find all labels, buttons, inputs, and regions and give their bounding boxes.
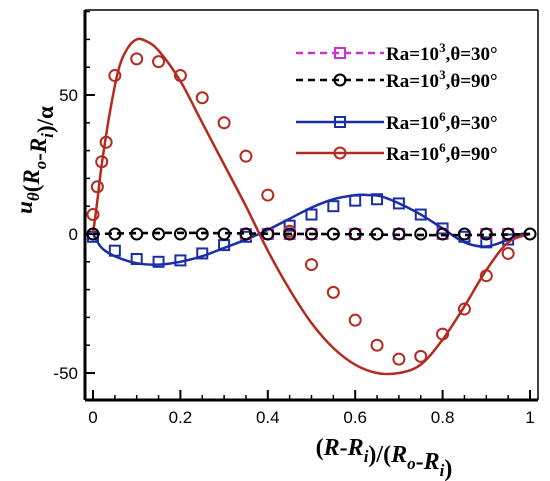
series-3-marker [108,244,121,257]
series-4-marker [414,349,428,363]
series-4-marker [217,116,231,130]
series-3-marker [152,255,165,268]
series-2-marker [479,227,493,241]
series-3-line [91,193,531,266]
series-3-marker [414,208,427,221]
series-4-marker [86,208,100,222]
series-3-marker [392,197,405,210]
legend-label: Ra=106,θ=90° [386,140,498,165]
series-2-marker [217,227,231,241]
series-4-marker [130,52,144,66]
series-2-marker [457,227,471,241]
series-2 [86,227,537,241]
legend-marker [334,47,346,59]
legend-marker [333,146,347,160]
series-3-marker [130,253,143,266]
legend-marker [334,116,346,128]
series-4-line [91,37,531,376]
series-4-marker [173,69,187,83]
series-2-marker [261,227,275,241]
series-3-marker [371,193,384,206]
series-2-marker [436,227,450,241]
series-2-marker [173,227,187,241]
series-2-marker [326,227,340,241]
series-4-marker [195,91,209,105]
series-2-marker [392,227,406,241]
series-2-marker [370,227,384,241]
series-4-marker [479,269,493,283]
series-3-marker [327,200,340,213]
series-2-marker [86,227,100,241]
series-2-line [92,231,531,237]
series-2-marker [283,227,297,241]
x-tick-label: 0.8 [431,408,455,427]
series-4-marker [99,135,113,149]
series-4-marker [370,338,384,352]
series-3-marker [480,236,493,249]
x-tick-label: 0.2 [169,408,193,427]
series-4-marker [239,149,253,163]
series-2-marker [239,227,253,241]
x-tick-label: 1 [525,408,534,427]
x-axis-label: (R-Ri)/(Ro-Ri) [316,435,453,481]
series-4-marker [457,302,471,316]
axis-labels: (R-Ri)/(Ro-Ri) uθ(Ro-Ri)/α [12,106,452,481]
series-3-marker [196,247,209,260]
series-2-marker [305,227,318,241]
x-tick-label: 0 [88,408,97,427]
y-tick-label: 0 [69,225,78,244]
x-tick-label: 0.6 [343,408,367,427]
series-3-marker [174,254,187,267]
series-layer [86,37,537,376]
series-2-marker [523,227,537,241]
x-tick-label: 0.4 [256,408,280,427]
series-4-marker [436,327,450,341]
series-2-marker [501,227,515,241]
series-3-marker [305,208,318,221]
series-2-marker [348,227,362,241]
legend-label: Ra=103,θ=30° [386,40,498,65]
series-4-marker [95,155,109,169]
series-2-marker [130,227,144,241]
series-2-marker [108,227,122,241]
axes: 0 0.2 0.4 0.6 0.8 1 -50 0 50 [53,9,539,427]
series-4-marker [90,180,104,194]
series-2-marker [195,227,209,241]
legend: Ra=103,θ=30°Ra=103,θ=90° Ra=106,θ=30° Ra=1… [296,40,498,165]
legend-label: Ra=103,θ=90° [386,67,498,92]
legend-entry-1: Ra=103,θ=30° [296,40,498,65]
series-2-marker [414,227,428,241]
series-4-marker [392,352,406,366]
series-4-marker [305,258,318,272]
legend-marker [333,73,347,87]
y-axis-label: uθ(Ro-Ri)/α [12,106,58,214]
legend-entry-3: Ra=106,θ=30° [296,109,498,134]
legend-label: Ra=106,θ=30° [386,109,498,134]
y-tick-label: -50 [53,364,78,383]
series-4-marker [348,313,362,327]
series-4-marker [152,55,166,69]
legend-entry-2: Ra=103,θ=90° [296,67,498,92]
series-3-marker [283,219,296,232]
series-4-marker [326,285,340,299]
y-tick-label: 50 [59,86,78,105]
series-2-marker [152,227,166,241]
series-4-marker [108,69,122,83]
series-4-marker [501,246,515,260]
series-3-marker [349,194,362,207]
series-4-marker [261,188,275,202]
legend-entry-4: Ra=106,θ=90° [296,140,498,165]
